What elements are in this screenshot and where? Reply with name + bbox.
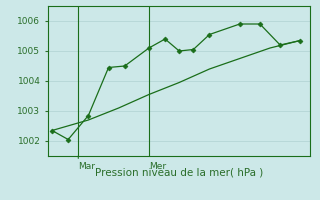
Text: Mer: Mer [149, 162, 166, 171]
Text: Mar: Mar [78, 162, 95, 171]
X-axis label: Pression niveau de la mer( hPa ): Pression niveau de la mer( hPa ) [95, 167, 263, 177]
